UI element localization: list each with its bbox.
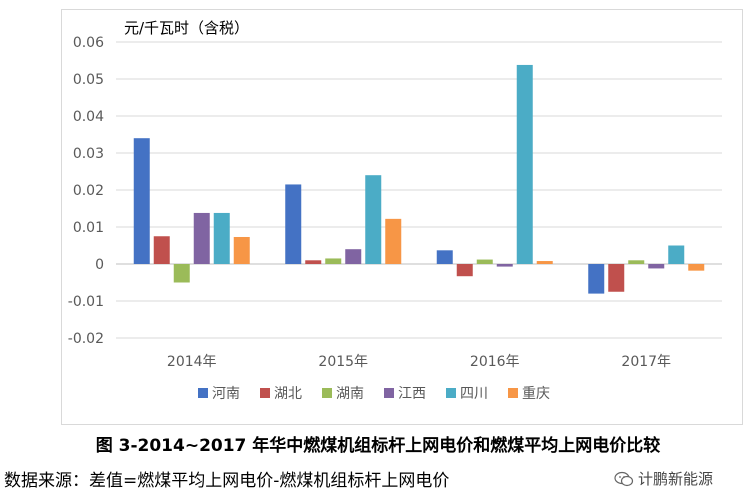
bar [133, 138, 150, 264]
bar [285, 184, 302, 264]
x-tick-label: 2017年 [621, 354, 671, 370]
y-tick-label: 0.05 [73, 72, 104, 88]
bar [608, 264, 625, 292]
y-tick-label: 0.02 [73, 183, 104, 199]
bar [668, 245, 685, 264]
legend-swatch [322, 388, 332, 398]
bar [193, 212, 210, 264]
bar [305, 260, 322, 264]
bar [588, 264, 605, 294]
bar [516, 64, 533, 264]
legend-swatch [508, 388, 518, 398]
brand-watermark: 计鹏新能源 [614, 468, 713, 489]
x-tick-label: 2014年 [167, 354, 217, 370]
legend-swatch [446, 388, 456, 398]
legend-label: 湖北 [274, 386, 302, 402]
x-tick-label: 2015年 [318, 354, 368, 370]
bar [213, 212, 230, 264]
bar [476, 259, 493, 264]
chart-frame [61, 9, 743, 425]
y-tick-label: -0.01 [68, 294, 104, 310]
bar [628, 260, 645, 264]
y-tick-label: 0 [95, 257, 104, 273]
bar-chart: -0.02 -0.01 0 0.01 0.02 0.03 0.04 0.05 0.06 元/千瓦时… [68, 19, 722, 402]
bar [153, 236, 170, 264]
bar [436, 250, 453, 264]
y-tick-label: 0.03 [73, 146, 104, 162]
x-tick-label: 2016年 [470, 354, 520, 370]
data-source-note: 数据来源：差值=燃煤平均上网电价-燃煤机组标杆上网电价 [4, 471, 450, 491]
bar [385, 218, 402, 264]
y-axis-label: 元/千瓦时（含税） [124, 19, 249, 37]
bar [456, 264, 473, 277]
legend-swatch [260, 388, 270, 398]
bar [345, 249, 362, 264]
y-tick-label: 0.06 [73, 35, 104, 51]
bar [173, 264, 190, 283]
bar [688, 264, 705, 271]
legend-label: 湖南 [336, 386, 364, 402]
bar [648, 264, 665, 269]
bar [233, 236, 250, 264]
brand-name: 计鹏新能源 [638, 470, 714, 488]
legend-label: 四川 [460, 386, 488, 402]
legend-swatch [384, 388, 394, 398]
y-tick-label: 0.01 [73, 220, 104, 236]
bar [496, 264, 513, 267]
bar [365, 175, 382, 264]
legend-swatch [198, 388, 208, 398]
y-tick-label: 0.04 [73, 109, 104, 125]
y-tick-label: -0.02 [68, 331, 104, 347]
figure-caption: 图 3-2014~2017 年华中燃煤机组标杆上网电价和燃煤平均上网电价比较 [95, 436, 661, 456]
wechat-icon [614, 471, 634, 486]
bar [536, 261, 553, 264]
legend-label: 江西 [398, 386, 426, 402]
bar [325, 258, 342, 264]
legend-label: 河南 [212, 386, 240, 402]
legend-label: 重庆 [522, 386, 550, 402]
